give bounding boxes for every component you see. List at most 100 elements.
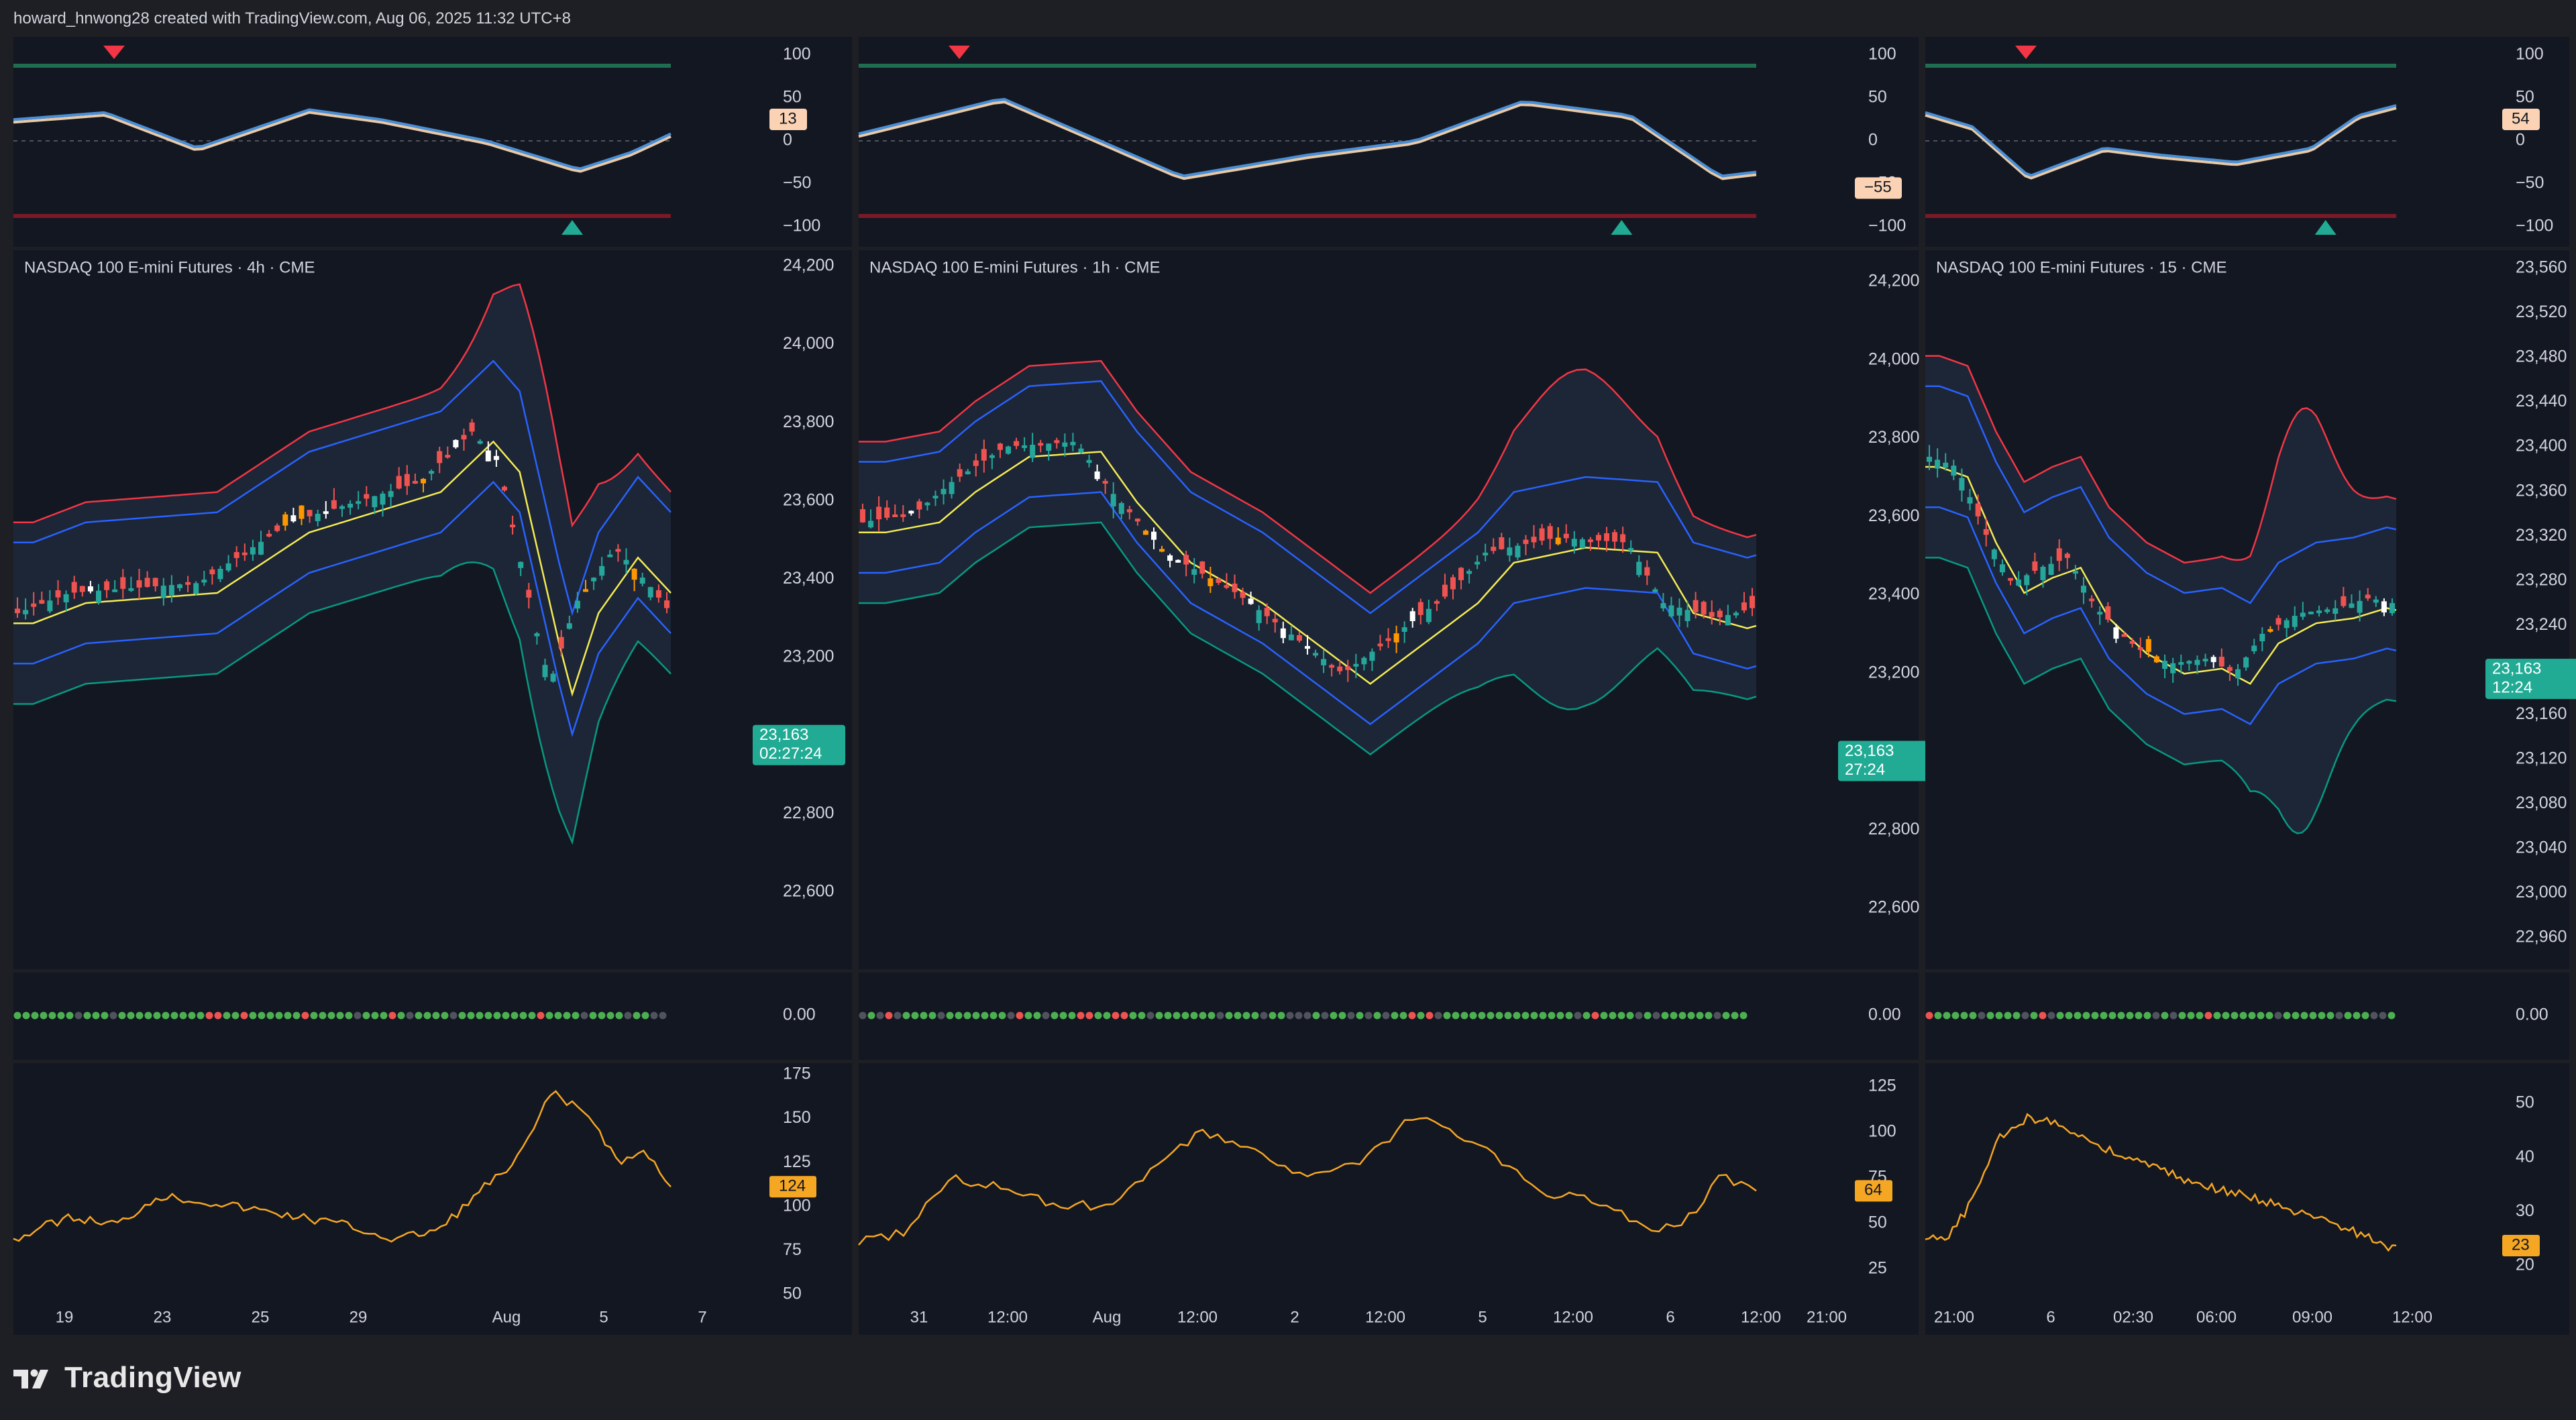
squeeze-dot (545, 1012, 553, 1020)
squeeze-dot (292, 1012, 301, 1020)
price-tick-label: 23,200 (1868, 663, 1919, 681)
squeeze-dot (2353, 1012, 2361, 1020)
price-tick-label: 23,080 (2516, 794, 2567, 812)
candle-body (2357, 600, 2363, 613)
candle-body (1296, 635, 1302, 641)
volume-tick-label: 100 (783, 1196, 811, 1215)
candle-body (1134, 518, 1140, 522)
squeeze-dot (1434, 1012, 1442, 1020)
price-tick-label: 23,600 (1868, 506, 1919, 525)
squeeze-dot (231, 1012, 239, 1020)
volume-pane[interactable] (1925, 1063, 2569, 1335)
oscillator-current-badge (769, 109, 807, 130)
candle-body (71, 582, 77, 593)
chart-panel-1[interactable]: 100 50 0 −50 −100 13 NASDAQ 100 E-mini Futures… (13, 37, 852, 1335)
candle-body (372, 496, 378, 508)
candle-body (1450, 577, 1456, 590)
candle-body (1014, 441, 1020, 446)
squeeze-dot (319, 1012, 327, 1020)
squeeze-dot (937, 1012, 945, 1020)
keltner-upper-line (859, 380, 1757, 614)
price-tick-label: 23,800 (783, 413, 834, 431)
candle-body (534, 633, 540, 637)
squeeze-dot (2361, 1012, 2369, 1020)
candle-body (583, 589, 588, 592)
squeeze-dot (388, 1012, 396, 1020)
squeeze-dot (66, 1012, 74, 1020)
volume-tick-label: 30 (2516, 1201, 2534, 1220)
candle-body (1620, 534, 1626, 543)
squeeze-dot (1644, 1012, 1652, 1020)
time-axis-label: Aug (492, 1308, 521, 1326)
squeeze-dot (981, 1012, 989, 1020)
candle-body (2129, 641, 2135, 644)
candle-body (347, 503, 354, 508)
candle-body (1725, 614, 1731, 626)
candle-body (266, 533, 272, 537)
chart-panel-3[interactable]: 100 50 0 −50 −100 54 NASDAQ 100 E-mini Futures… (1925, 37, 2576, 1335)
oscillator-pane[interactable] (1925, 37, 2569, 247)
bollinger-lower-line (13, 561, 672, 845)
candle-body (2381, 601, 2387, 613)
squeeze-dot (1234, 1012, 1242, 1020)
candle-body (241, 552, 248, 555)
candle-body (421, 478, 426, 484)
candle-body (31, 603, 37, 607)
squeeze-dot (1077, 1012, 1085, 1020)
oscillator-pane[interactable] (13, 37, 852, 247)
candle-body (1935, 459, 1941, 469)
oscillator-tick-label: −50 (783, 174, 811, 193)
squeeze-dot (2196, 1012, 2204, 1020)
volume-tick-label: 50 (783, 1285, 802, 1303)
squeeze-dot (1530, 1012, 1538, 1020)
volume-pane[interactable] (13, 1063, 852, 1335)
candle-body (639, 578, 645, 584)
candle-body (380, 493, 386, 505)
squeeze-dot (902, 1012, 910, 1020)
candle-body (160, 586, 166, 598)
candle-body (63, 594, 69, 602)
squeeze-dot (1024, 1012, 1032, 1020)
candle-body (1442, 584, 1448, 597)
squeeze-dot (1443, 1012, 1451, 1020)
candle-body (2226, 667, 2233, 671)
candle-body (1005, 446, 1011, 454)
squeeze-dot (2012, 1012, 2021, 1020)
bar-countdown: 02:27:24 (759, 745, 822, 763)
candle-body (1337, 666, 1343, 671)
candle-body (2162, 661, 2168, 669)
candle-body (1660, 603, 1666, 608)
squeeze-dot (188, 1012, 196, 1020)
footer-brand[interactable]: TradingView (13, 1358, 241, 1398)
squeeze-dot (1661, 1012, 1669, 1020)
candle-body (932, 496, 938, 499)
sell-signal-triangle-icon (103, 46, 125, 59)
candle-body (908, 510, 914, 514)
volume-line (13, 1090, 672, 1243)
chart-title: NASDAQ 100 E-mini Futures · 15 · CME (1936, 258, 2226, 276)
candle-body (2341, 596, 2347, 606)
squeeze-dot (57, 1012, 65, 1020)
squeeze-dot (432, 1012, 440, 1020)
squeeze-dot (162, 1012, 170, 1020)
time-axis: 31 12:00 Aug 12:00 2 12:00 5 12:00 6 12:00 21:00 (910, 1308, 1847, 1326)
candle-body (1741, 602, 1747, 611)
squeeze-dot (423, 1012, 431, 1020)
last-price-badge (2485, 659, 2576, 700)
oscillator-pane[interactable] (859, 37, 1919, 247)
candle-body (655, 590, 661, 598)
squeeze-dot (633, 1012, 641, 1020)
squeeze-dot (153, 1012, 161, 1020)
candle-body (1110, 494, 1116, 506)
volume-pane[interactable] (859, 1063, 1919, 1335)
candle-body (1280, 628, 1286, 639)
squeeze-dot (1295, 1012, 1303, 1020)
dots-zero-label: 0.00 (2516, 1005, 2548, 1024)
squeeze-dot (1696, 1012, 1704, 1020)
candle-body (1417, 602, 1424, 615)
squeeze-dot (1312, 1012, 1320, 1020)
squeeze-dot (1969, 1012, 1977, 1020)
candle-body (2194, 659, 2200, 665)
bar-countdown: 12:24 (2492, 678, 2532, 696)
